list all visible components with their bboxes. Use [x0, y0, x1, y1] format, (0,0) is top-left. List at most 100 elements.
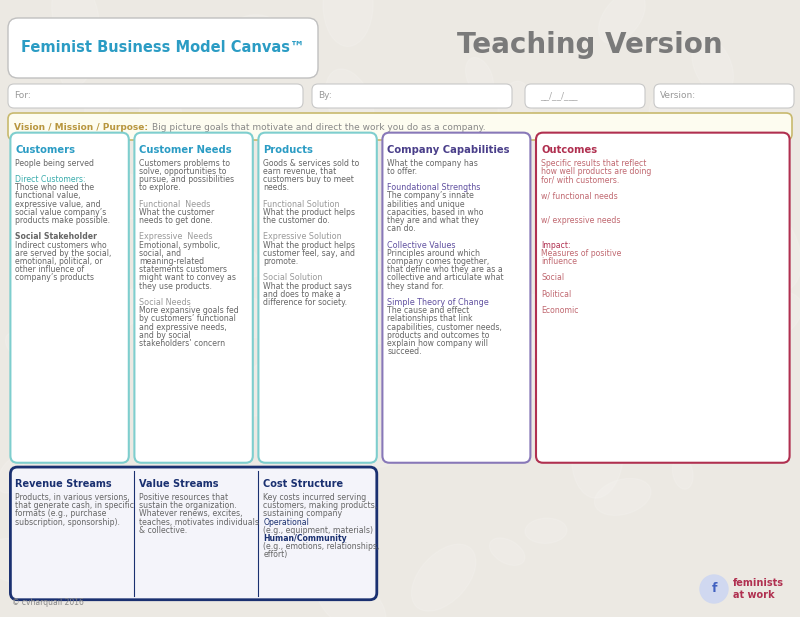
Text: customer feel, say, and: customer feel, say, and: [263, 249, 355, 258]
Text: formats (e.g., purchase: formats (e.g., purchase: [15, 510, 106, 518]
Text: needs to get done.: needs to get done.: [139, 216, 213, 225]
Ellipse shape: [202, 173, 247, 247]
Text: how well products are doing: how well products are doing: [541, 167, 651, 176]
Ellipse shape: [0, 458, 24, 493]
Ellipse shape: [704, 171, 750, 199]
Text: __/__/___: __/__/___: [540, 91, 578, 101]
Text: stakeholders’ concern: stakeholders’ concern: [139, 339, 226, 348]
Ellipse shape: [116, 289, 142, 327]
Ellipse shape: [78, 321, 127, 357]
Text: Teaching Version: Teaching Version: [457, 31, 723, 59]
Text: customers buy to meet: customers buy to meet: [263, 175, 354, 184]
Text: Principles around which: Principles around which: [387, 249, 480, 258]
FancyBboxPatch shape: [10, 133, 129, 463]
Text: w/ expressive needs: w/ expressive needs: [541, 216, 621, 225]
Text: f: f: [711, 582, 717, 595]
Ellipse shape: [88, 304, 119, 344]
Text: company’s products: company’s products: [15, 273, 94, 283]
Text: Vision / Mission / Purpose:: Vision / Mission / Purpose:: [14, 123, 148, 131]
FancyBboxPatch shape: [8, 84, 303, 108]
Ellipse shape: [323, 0, 373, 46]
Text: Outcomes: Outcomes: [541, 144, 597, 155]
Ellipse shape: [498, 81, 532, 138]
Text: Social Needs: Social Needs: [139, 298, 191, 307]
Text: collective and articulate what: collective and articulate what: [387, 273, 504, 283]
Text: pursue, and possibilities: pursue, and possibilities: [139, 175, 234, 184]
Text: Cost Structure: Cost Structure: [263, 479, 343, 489]
Ellipse shape: [65, 279, 130, 330]
Ellipse shape: [490, 538, 525, 565]
Ellipse shape: [229, 242, 261, 277]
Text: effort): effort): [263, 550, 288, 560]
Ellipse shape: [86, 172, 160, 219]
Text: relationships that link: relationships that link: [387, 315, 473, 323]
Ellipse shape: [354, 437, 404, 468]
Ellipse shape: [85, 86, 112, 123]
Text: needs.: needs.: [263, 183, 290, 193]
Text: Social Solution: Social Solution: [263, 273, 322, 283]
FancyBboxPatch shape: [8, 113, 792, 140]
Ellipse shape: [361, 120, 387, 145]
Ellipse shape: [745, 208, 800, 291]
Text: capacities, based in who: capacities, based in who: [387, 208, 484, 217]
Ellipse shape: [598, 0, 646, 43]
Ellipse shape: [594, 478, 651, 515]
Text: Feminist Business Model Canvas™: Feminist Business Model Canvas™: [21, 41, 305, 56]
Text: teaches, motivates individuals: teaches, motivates individuals: [139, 518, 259, 527]
Text: & collective.: & collective.: [139, 526, 188, 535]
Text: social value company’s: social value company’s: [15, 208, 106, 217]
FancyBboxPatch shape: [654, 84, 794, 108]
Ellipse shape: [58, 32, 95, 88]
Text: and does to make a: and does to make a: [263, 290, 341, 299]
Text: What the company has: What the company has: [387, 159, 478, 168]
Ellipse shape: [65, 38, 108, 65]
Text: promote.: promote.: [263, 257, 298, 266]
FancyBboxPatch shape: [536, 133, 790, 463]
Text: (e.g., equipment, materials): (e.g., equipment, materials): [263, 526, 374, 535]
Ellipse shape: [525, 518, 567, 544]
Ellipse shape: [593, 307, 646, 386]
Text: to explore.: to explore.: [139, 183, 181, 193]
Text: What the customer: What the customer: [139, 208, 214, 217]
Text: Products, in various versions,: Products, in various versions,: [15, 493, 130, 502]
FancyBboxPatch shape: [312, 84, 512, 108]
Ellipse shape: [338, 362, 377, 402]
Text: sustain the organization.: sustain the organization.: [139, 501, 237, 510]
Text: they are and what they: they are and what they: [387, 216, 479, 225]
Ellipse shape: [67, 508, 142, 574]
Text: What the product helps: What the product helps: [263, 241, 355, 250]
Text: that generate cash, in specific: that generate cash, in specific: [15, 501, 134, 510]
Ellipse shape: [692, 37, 734, 94]
Text: Specific results that reflect: Specific results that reflect: [541, 159, 646, 168]
Text: Value Streams: Value Streams: [139, 479, 219, 489]
Ellipse shape: [571, 412, 623, 498]
Text: What the product says: What the product says: [263, 281, 352, 291]
Ellipse shape: [326, 69, 374, 138]
Text: More expansive goals fed: More expansive goals fed: [139, 306, 239, 315]
Text: are served by the social,: are served by the social,: [15, 249, 112, 258]
Text: Positive resources that: Positive resources that: [139, 493, 229, 502]
Ellipse shape: [672, 456, 693, 489]
Text: they stand for.: they stand for.: [387, 281, 445, 291]
Text: w/ functional needs: w/ functional needs: [541, 191, 618, 201]
Text: statements customers: statements customers: [139, 265, 227, 274]
FancyBboxPatch shape: [258, 133, 377, 463]
Ellipse shape: [138, 85, 182, 157]
Text: sustaining company: sustaining company: [263, 510, 342, 518]
Ellipse shape: [649, 94, 682, 147]
Text: subscription, sponsorship).: subscription, sponsorship).: [15, 518, 121, 527]
Text: for/ with customers.: for/ with customers.: [541, 175, 619, 184]
Text: customers, making products,: customers, making products,: [263, 501, 378, 510]
Text: Products: Products: [263, 144, 314, 155]
Text: Those who need the: Those who need the: [15, 183, 94, 193]
Text: People being served: People being served: [15, 159, 94, 168]
Text: Version:: Version:: [660, 91, 696, 101]
Text: social, and: social, and: [139, 249, 182, 258]
Text: Collective Values: Collective Values: [387, 241, 456, 250]
Circle shape: [700, 575, 728, 603]
Text: Revenue Streams: Revenue Streams: [15, 479, 112, 489]
Text: Customers problems to: Customers problems to: [139, 159, 230, 168]
Ellipse shape: [451, 204, 483, 229]
Ellipse shape: [584, 150, 630, 196]
Text: (e.g., emotions, relationships,: (e.g., emotions, relationships,: [263, 542, 380, 551]
